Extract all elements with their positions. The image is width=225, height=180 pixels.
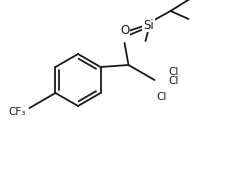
Text: Cl: Cl — [156, 92, 167, 102]
Text: Si: Si — [143, 19, 154, 32]
Text: Cl: Cl — [169, 76, 179, 86]
Text: CF₃: CF₃ — [9, 107, 26, 117]
Text: O: O — [120, 24, 129, 37]
Text: Cl: Cl — [169, 67, 179, 77]
